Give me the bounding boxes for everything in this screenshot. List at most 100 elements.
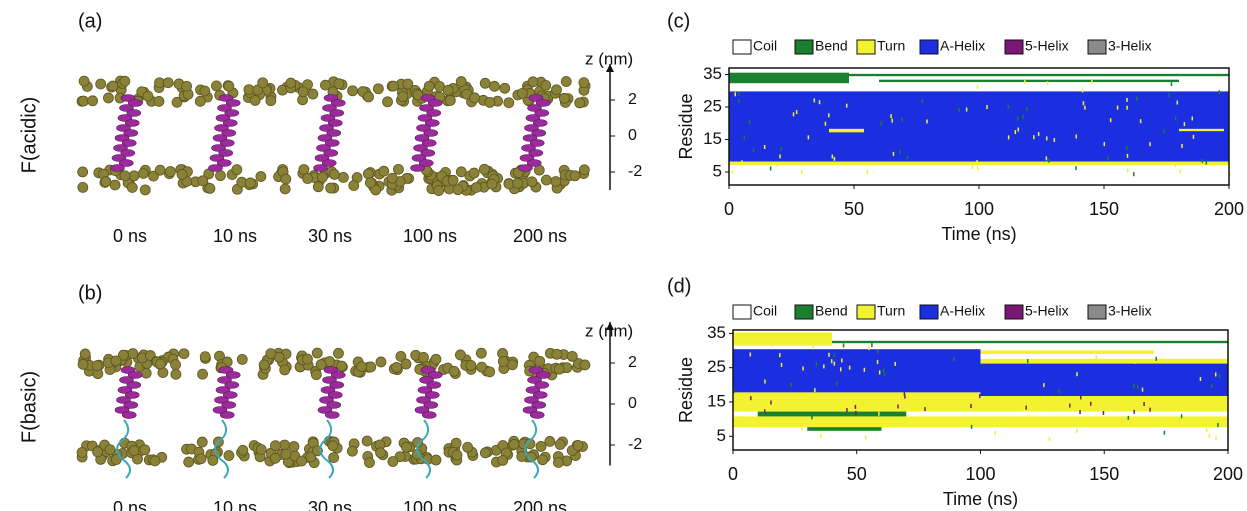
lipid-head: [256, 444, 266, 454]
dssp-speck: [1219, 374, 1221, 378]
dssp-speck: [1076, 372, 1078, 376]
y-tick-label: 15: [707, 391, 726, 410]
dssp-speck: [1008, 135, 1010, 139]
dssp-speck: [823, 364, 825, 368]
lipid-head: [489, 81, 499, 91]
dssp-speck: [894, 362, 896, 366]
panel-label: (b): [78, 282, 102, 304]
dssp-speck: [777, 163, 779, 167]
dssp-speck: [1133, 384, 1135, 388]
lipid-head: [431, 455, 441, 465]
lipid-head: [466, 360, 476, 370]
legend-swatch: [857, 40, 875, 54]
peptide: [314, 95, 346, 172]
dssp-speck: [1043, 383, 1045, 387]
dssp-speck: [1215, 436, 1217, 440]
lipid-head: [570, 171, 580, 181]
lipid-head: [150, 456, 160, 466]
lipid-head: [297, 456, 307, 466]
lipid-head: [258, 78, 268, 88]
dssp-speck: [1079, 410, 1081, 414]
dssp-speck: [864, 368, 866, 372]
lipid-head: [424, 81, 434, 91]
dssp-speck: [1046, 136, 1048, 140]
dssp-speck: [825, 122, 827, 126]
dssp-speck: [1217, 423, 1219, 427]
y-tick-label: 15: [703, 129, 722, 148]
dssp-speck: [1206, 428, 1208, 432]
dssp-speck: [811, 415, 813, 419]
helix-turn: [314, 165, 328, 172]
lipid-head: [311, 370, 321, 380]
dssp-speck: [897, 404, 899, 408]
helix-turn: [209, 165, 223, 172]
dssp-speck: [1140, 119, 1142, 123]
dssp-speck: [802, 366, 804, 370]
lipid-head: [349, 181, 359, 191]
x-tick-label: 150: [1089, 199, 1119, 219]
lipid-head: [179, 349, 189, 359]
dssp-speck: [781, 147, 783, 151]
x-tick-label: 100: [964, 199, 994, 219]
legend-swatch: [1088, 40, 1106, 54]
peptide: [209, 95, 241, 172]
lipid-head: [141, 368, 151, 378]
dssp-speck: [843, 344, 845, 348]
lipid-head: [338, 172, 348, 182]
dssp-speck: [793, 112, 795, 116]
helix-turn: [422, 412, 436, 419]
lipid-head: [198, 176, 208, 186]
time-label: 30 ns: [308, 498, 352, 511]
dssp-speck: [1090, 402, 1092, 406]
lipid-head: [366, 362, 376, 372]
lipid-head: [431, 354, 441, 364]
dssp-band: [733, 392, 981, 411]
dssp-speck: [927, 422, 929, 426]
lipid-head: [326, 183, 336, 193]
dssp-speck: [764, 145, 766, 149]
time-label: 0 ns: [113, 498, 147, 511]
dssp-speck: [801, 426, 803, 430]
dssp-speck: [1137, 385, 1139, 389]
lipid-head: [455, 350, 465, 360]
dssp-speck: [1163, 129, 1165, 133]
time-label: 100 ns: [403, 226, 457, 246]
lipid-head: [103, 93, 113, 103]
dssp-speck: [1184, 122, 1186, 126]
legend-swatch: [733, 40, 751, 54]
dssp-speck: [819, 100, 821, 104]
lipid-head: [182, 81, 192, 91]
dssp-speck: [879, 370, 881, 374]
lipid-head: [418, 352, 428, 362]
time-label: 10 ns: [213, 226, 257, 246]
dssp-speck: [976, 160, 978, 164]
dssp-speck: [855, 411, 857, 415]
dssp-speck: [1107, 157, 1109, 161]
dssp-speck: [1027, 359, 1029, 363]
lipid-head: [237, 354, 247, 364]
lipid-head: [551, 177, 561, 187]
lipid-head: [365, 178, 375, 188]
legend-label: A-Helix: [940, 303, 985, 319]
dssp-speck: [1084, 106, 1086, 110]
legend-label: A-Helix: [940, 38, 985, 54]
lipid-head: [398, 92, 408, 102]
dssp-speck: [1082, 89, 1084, 93]
lipid-head: [434, 186, 444, 196]
z-axis-title: z (nm): [585, 49, 633, 68]
dssp-speck: [744, 136, 746, 140]
lipid-head: [393, 164, 403, 174]
dssp-speck: [1047, 81, 1049, 85]
dssp-speck: [880, 121, 882, 125]
dssp-speck: [834, 157, 836, 161]
lipid-head: [552, 349, 562, 359]
dssp-speck: [926, 119, 928, 123]
time-label: 200 ns: [513, 226, 567, 246]
lipid-head: [184, 457, 194, 467]
lipid-head: [470, 93, 480, 103]
lipid-head: [469, 168, 479, 178]
lipid-head: [561, 77, 571, 87]
lipid-head: [143, 91, 153, 101]
helix-turn: [325, 412, 339, 419]
dssp-speck: [1054, 138, 1056, 142]
